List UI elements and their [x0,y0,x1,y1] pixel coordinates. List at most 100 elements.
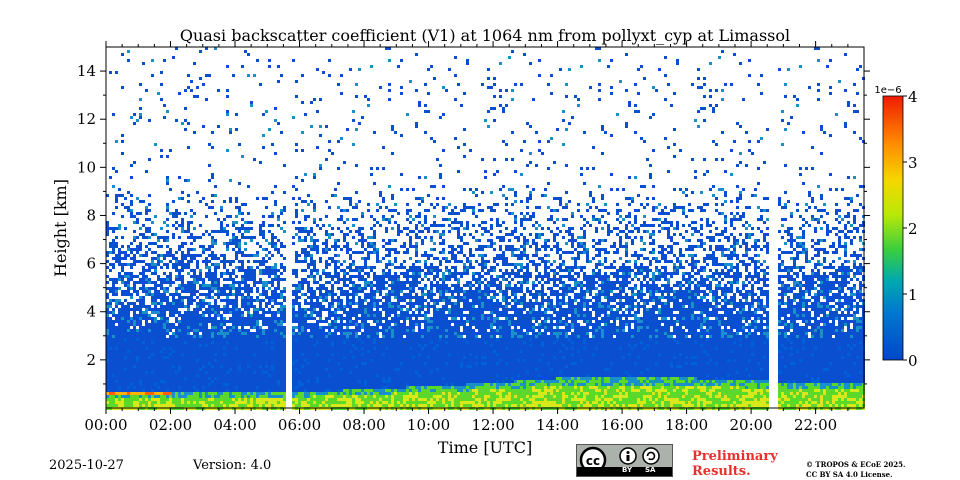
heatmap-cell [154,338,157,341]
heatmap-cell [145,326,148,329]
heatmap-cell [391,287,394,290]
heatmap-cell [334,362,337,365]
heatmap-cell [181,326,184,329]
heatmap-cell [340,347,343,350]
heatmap-cell [355,329,358,332]
heatmap-cell [181,377,184,380]
heatmap-cell [331,278,334,281]
heatmap-cell [220,341,223,344]
heatmap-cell [301,74,304,77]
heatmap-cell [199,374,202,377]
heatmap-cell [193,386,196,389]
heatmap-cell [187,404,190,407]
heatmap-cell [238,293,241,296]
heatmap-cell [142,302,145,305]
heatmap-cell [256,368,259,371]
heatmap-cell [247,362,250,365]
heatmap-cell [253,272,256,275]
heatmap-cell [232,287,235,290]
heatmap-cell [271,362,274,365]
heatmap-cell [154,389,157,392]
heatmap-cell [136,404,139,407]
heatmap-cell [118,224,121,227]
heatmap-cell [301,344,304,347]
heatmap-cell [190,260,193,263]
heatmap-cell [325,248,328,251]
heatmap-cell [337,329,340,332]
heatmap-cell [268,365,271,368]
heatmap-cell [172,341,175,344]
heatmap-cell [379,362,382,365]
heatmap-cell [367,329,370,332]
heatmap-cell [208,233,211,236]
heatmap-cell [136,368,139,371]
heatmap-cell [190,371,193,374]
heatmap-cell [274,383,277,386]
heatmap-cell [319,278,322,281]
heatmap-cell [298,383,301,386]
heatmap-cell [364,404,367,407]
heatmap-cell [220,335,223,338]
heatmap-cell [229,404,232,407]
heatmap-cell [235,236,238,239]
heatmap-cell [283,359,286,362]
heatmap-cell [226,89,229,92]
heatmap-cell [304,344,307,347]
heatmap-cell [193,320,196,323]
heatmap-cell [307,359,310,362]
heatmap-cell [118,299,121,302]
heatmap-cell [232,371,235,374]
heatmap-cell [379,386,382,389]
heatmap-cell [304,269,307,272]
heatmap-cell [163,263,166,266]
heatmap-cell [187,281,190,284]
heatmap-cell [388,242,391,245]
heatmap-cell [157,290,160,293]
heatmap-cell [208,320,211,323]
heatmap-cell [250,266,253,269]
heatmap-cell [253,341,256,344]
heatmap-cell [241,212,244,215]
heatmap-cell [319,371,322,374]
heatmap-cell [310,245,313,248]
heatmap-cell [172,257,175,260]
heatmap-cell [184,353,187,356]
heatmap-cell [193,332,196,335]
heatmap-cell [151,299,154,302]
heatmap-cell [262,404,265,407]
heatmap-cell [166,218,169,221]
heatmap-cell [130,257,133,260]
heatmap-cell [208,317,211,320]
heatmap-cell [397,404,400,407]
heatmap-cell [346,218,349,221]
heatmap-cell [253,359,256,362]
heatmap-cell [340,368,343,371]
heatmap-cell [277,398,280,401]
heatmap-cell [319,386,322,389]
heatmap-cell [196,344,199,347]
heatmap-cell [196,341,199,344]
heatmap-cell [313,266,316,269]
heatmap-cell [232,329,235,332]
heatmap-cell [268,338,271,341]
heatmap-cell [310,401,313,404]
heatmap-cell [283,344,286,347]
heatmap-cell [118,347,121,350]
heatmap-cell [352,353,355,356]
heatmap-cell [148,404,151,407]
heatmap-cell [145,329,148,332]
heatmap-cell [379,380,382,383]
heatmap-cell [190,323,193,326]
heatmap-cell [307,404,310,407]
heatmap-cell [271,359,274,362]
heatmap-cell [181,191,184,194]
heatmap-cell [139,311,142,314]
heatmap-cell [142,296,145,299]
heatmap-cell [319,347,322,350]
heatmap-cell [190,209,193,212]
heatmap-cell [262,272,265,275]
heatmap-cell [304,215,307,218]
heatmap-cell [355,386,358,389]
heatmap-cell [163,287,166,290]
heatmap-cell [364,341,367,344]
